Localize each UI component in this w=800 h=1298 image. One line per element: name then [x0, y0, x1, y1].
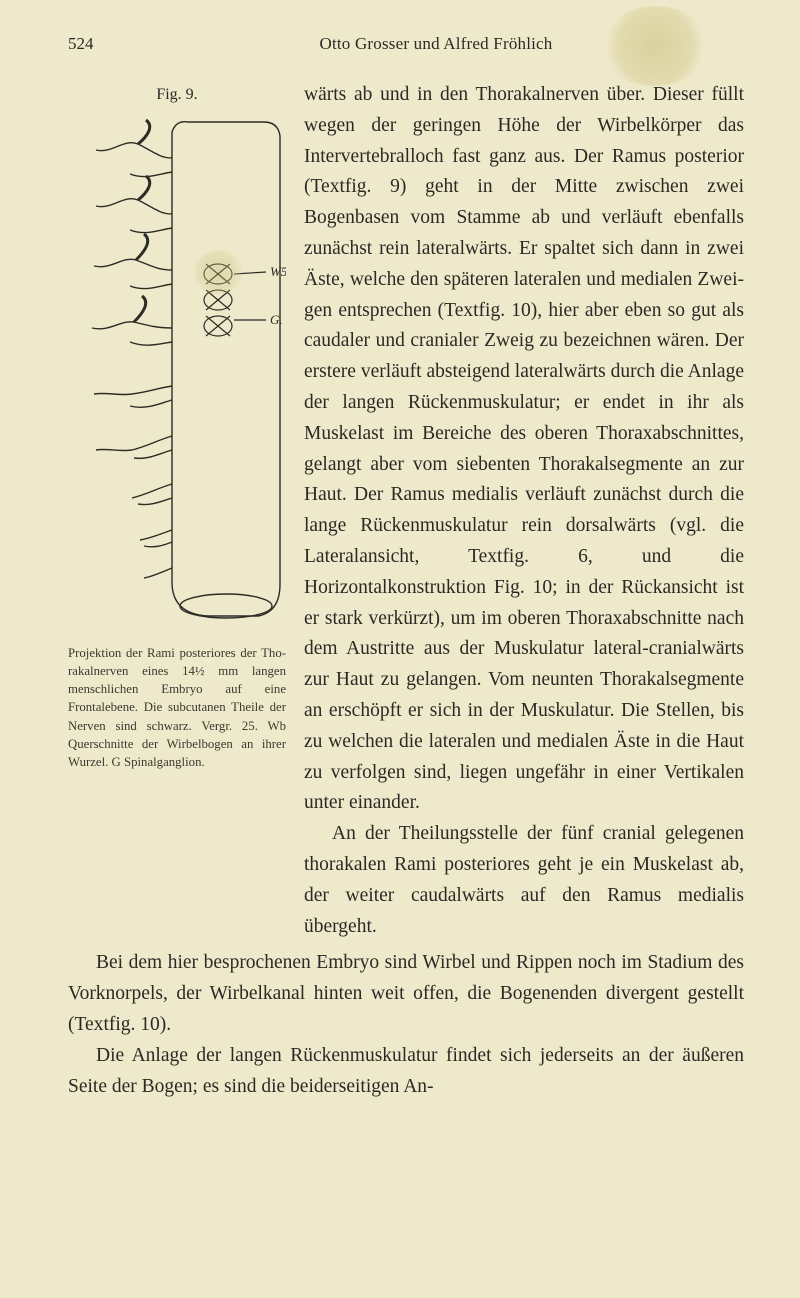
figure-9: W5. G.: [68, 114, 286, 634]
figure-label: Fig. 9.: [68, 86, 286, 104]
page-number: 524: [68, 34, 128, 54]
running-title: Otto Grosser und Alfred Fröhlich: [128, 34, 744, 54]
figure-annot-g: G.: [270, 312, 283, 327]
paragraph-3: Bei dem hier besprochenen Embryo sind Wi…: [68, 948, 744, 1040]
page: 524 Otto Grosser und Alfred Fröhlich Fig…: [0, 0, 800, 1142]
figure-annot-w5: W5.: [270, 264, 286, 279]
figure-column: Fig. 9.: [68, 80, 286, 942]
figure-caption: Projektion der Rami posteriores der Tho­…: [68, 644, 286, 771]
running-head: 524 Otto Grosser und Alfred Fröhlich: [68, 34, 744, 54]
paragraph-2: An der Theilungsstelle der fünf cranial …: [304, 819, 744, 942]
below-columns: Bei dem hier besprochenen Embryo sind Wi…: [68, 948, 744, 1102]
paragraph-1: wärts ab und in den Thorakalnerven über.…: [304, 80, 744, 819]
paragraph-4: Die Anlage der langen Rückenmuskulatur f…: [68, 1041, 744, 1103]
main-columns: Fig. 9.: [68, 80, 744, 942]
text-column: wärts ab und in den Thorakalnerven über.…: [304, 80, 744, 942]
figure-9-svg: W5. G.: [68, 114, 286, 634]
